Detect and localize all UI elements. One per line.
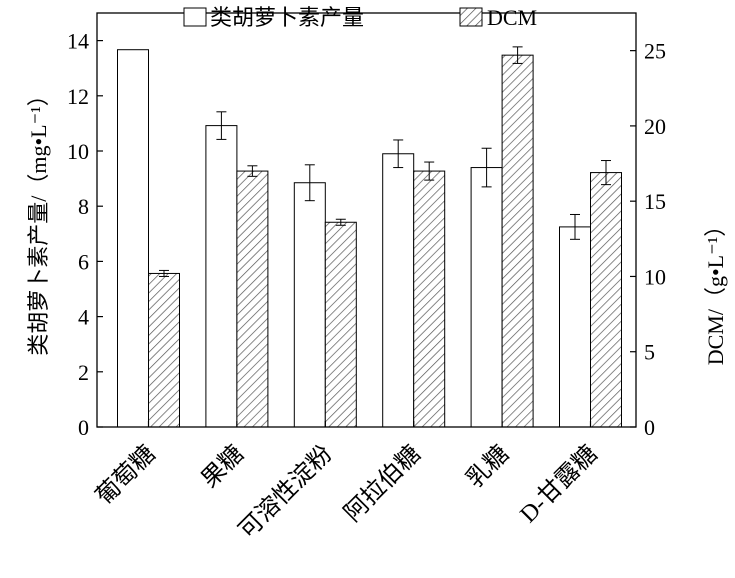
y-tick-label-left: 0 xyxy=(78,415,89,440)
plot-frame xyxy=(96,12,637,428)
x-tick-label: 果糖 xyxy=(196,440,249,493)
y-tick-label-right: 10 xyxy=(644,264,666,289)
legend-swatch-dcm xyxy=(459,7,483,27)
y-tick-label-right: 25 xyxy=(644,39,666,64)
bar-dcm xyxy=(413,170,446,428)
bar-dcm xyxy=(501,54,534,428)
y-tick-label-left: 8 xyxy=(78,194,89,219)
bar-carotenoid xyxy=(382,153,415,428)
y-axis-label-left: 类胡萝卜素产量/（mg•L⁻¹） xyxy=(26,84,51,356)
bar-dcm xyxy=(236,170,269,428)
x-tick-label: 乳糖 xyxy=(461,440,514,493)
x-tick-label: 可溶性淀粉 xyxy=(234,440,338,544)
bar-dcm xyxy=(148,272,180,428)
bar-carotenoid xyxy=(559,226,591,428)
bar-dcm xyxy=(324,221,357,428)
y-tick-label-left: 2 xyxy=(78,360,89,385)
y-tick-label-right: 0 xyxy=(644,415,655,440)
y-tick-label-right: 5 xyxy=(644,340,655,365)
y-tick-label-right: 15 xyxy=(644,189,666,214)
bar-carotenoid xyxy=(293,182,326,428)
x-tick-label: 葡萄糖 xyxy=(91,440,161,510)
y-tick-label-left: 10 xyxy=(67,139,89,164)
legend-label-dcm: DCM xyxy=(487,5,537,30)
legend: 类胡萝卜素产量 DCM xyxy=(183,5,537,30)
y-tick-label-left: 4 xyxy=(78,305,89,330)
y-axis-label-right: DCM/（g•L⁻¹） xyxy=(703,215,728,366)
y-tick-label-right: 20 xyxy=(644,114,666,139)
y-tick-label-left: 6 xyxy=(78,249,89,274)
x-tick-label: D-甘露糖 xyxy=(515,440,603,528)
bar-carotenoid xyxy=(470,167,503,428)
bar-carotenoid xyxy=(205,125,238,428)
bar-carotenoid xyxy=(117,49,149,428)
y-tick-label-left: 12 xyxy=(67,84,89,109)
y-tick-label-left: 14 xyxy=(67,29,89,54)
bar-dcm xyxy=(590,172,622,428)
x-tick-label: 阿拉伯糖 xyxy=(339,440,426,527)
legend-swatch-carotenoid xyxy=(183,7,207,27)
legend-label-carotenoid: 类胡萝卜素产量 xyxy=(210,5,364,30)
